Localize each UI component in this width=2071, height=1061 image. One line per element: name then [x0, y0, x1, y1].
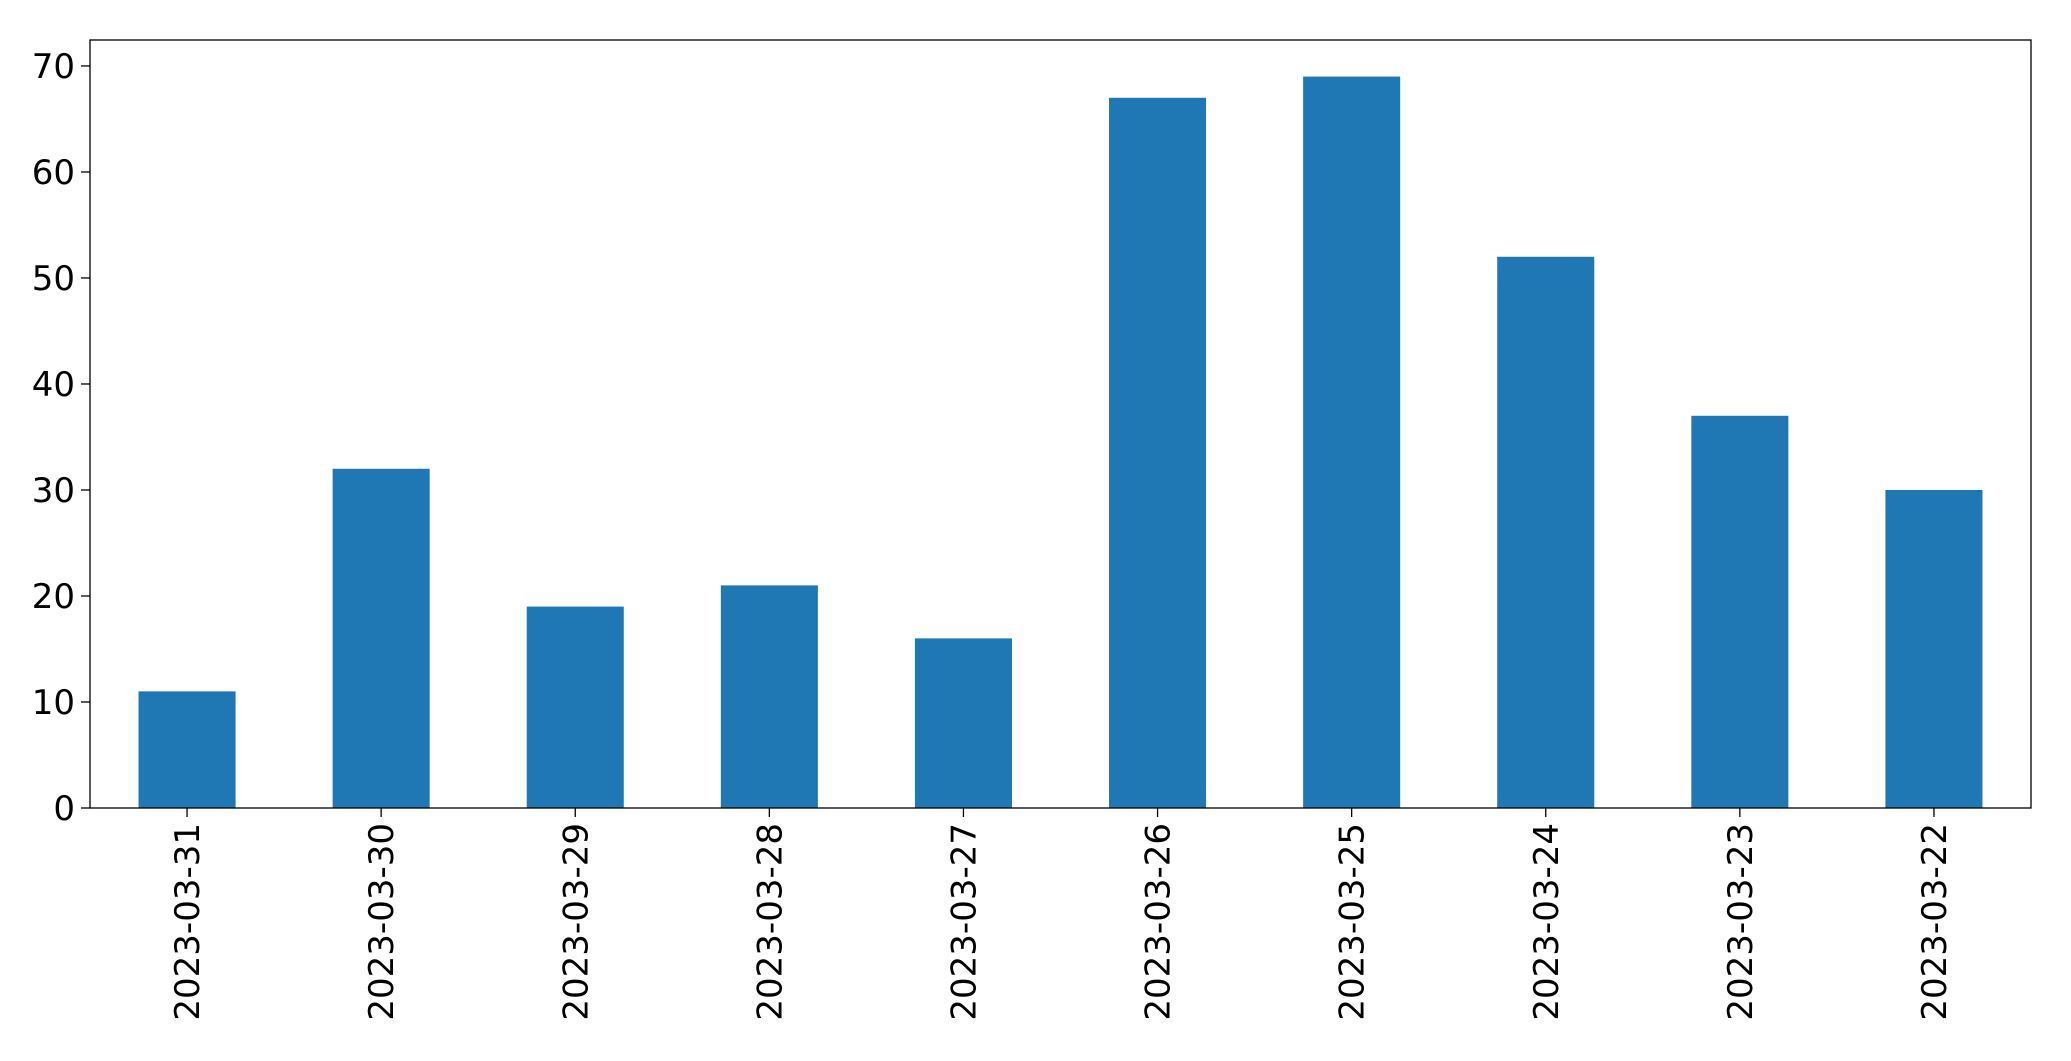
bar: [1885, 489, 1983, 808]
plot-frame: [89, 39, 2032, 809]
y-tick-label: 60: [32, 153, 75, 193]
bar: [720, 585, 818, 808]
x-tick-label: 2023-03-24: [1527, 823, 1567, 1021]
y-tick-label: 50: [32, 259, 75, 299]
x-tick-label: 2023-03-31: [168, 823, 208, 1021]
x-tick-label: 2023-03-30: [362, 823, 402, 1021]
x-tick-label: 2023-03-23: [1721, 823, 1761, 1021]
x-tick-label: 2023-03-29: [556, 823, 596, 1021]
y-tick-label: 30: [32, 471, 75, 511]
y-tick-label: 10: [32, 683, 75, 723]
x-tick-label: 2023-03-26: [1139, 823, 1179, 1021]
bar: [1691, 415, 1789, 808]
y-tick-label: 0: [53, 789, 75, 829]
x-tick-label: 2023-03-25: [1333, 823, 1373, 1021]
bar: [1303, 76, 1401, 809]
y-tick-label: 20: [32, 577, 75, 617]
bar: [332, 468, 430, 808]
bar: [1109, 97, 1207, 808]
x-tick-label: 2023-03-28: [750, 823, 790, 1021]
bar: [914, 638, 1012, 808]
y-tick-label: 70: [32, 47, 75, 87]
bar: [526, 606, 624, 808]
x-tick-label: 2023-03-27: [944, 823, 984, 1021]
bar: [138, 691, 236, 808]
bar: [1497, 256, 1595, 809]
y-tick-label: 40: [32, 365, 75, 405]
x-tick-label: 2023-03-22: [1915, 823, 1955, 1021]
